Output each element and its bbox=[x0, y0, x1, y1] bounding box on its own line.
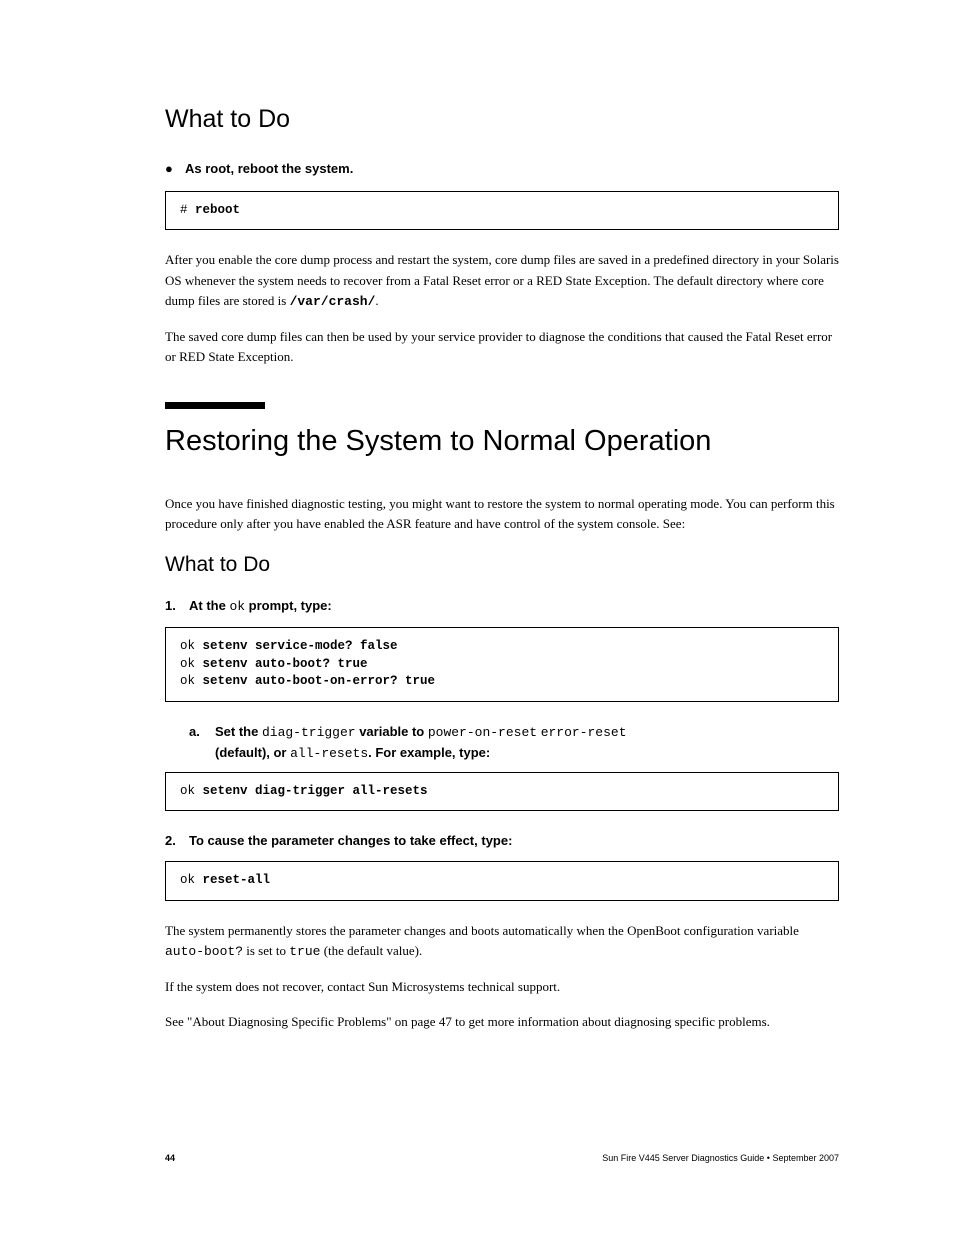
step-reboot: ● As root, reboot the system. bbox=[165, 159, 839, 179]
paragraph-contact-sun: If the system does not recover, contact … bbox=[165, 977, 839, 997]
code-box-reset-all: ok reset-all bbox=[165, 861, 839, 901]
step-number-2: 2. bbox=[165, 831, 179, 851]
paragraph-service-provider: The saved core dump files can then be us… bbox=[165, 327, 839, 367]
link-diagnosing[interactable]: "About Diagnosing Specific Problems" on … bbox=[187, 1014, 452, 1029]
step-2-text: To cause the parameter changes to take e… bbox=[189, 831, 512, 851]
cmd-reset-all: reset-all bbox=[203, 873, 271, 887]
cmd-auto-boot: setenv auto-boot? true bbox=[203, 657, 368, 671]
code-box-diag-trigger: ok setenv diag-trigger all-resets bbox=[165, 772, 839, 812]
section-restoring: Restoring the System to Normal Operation… bbox=[165, 419, 839, 1032]
cmd-diag-trigger: setenv diag-trigger all-resets bbox=[203, 784, 428, 798]
main-heading: Restoring the System to Normal Operation bbox=[165, 419, 839, 464]
code-box-setenv: ok setenv service-mode? false ok setenv … bbox=[165, 627, 839, 702]
page-footer: 44 Sun Fire V445 Server Diagnostics Guid… bbox=[165, 1152, 839, 1166]
paragraph-intro: Once you have finished diagnostic testin… bbox=[165, 494, 839, 534]
code-box-reboot: # reboot bbox=[165, 191, 839, 231]
section-what-to-do: What to Do ● As root, reboot the system.… bbox=[165, 100, 839, 367]
footer-title: Sun Fire V445 Server Diagnostics Guide •… bbox=[602, 1152, 839, 1166]
paragraph-stores-changes: The system permanently stores the parame… bbox=[165, 921, 839, 962]
step-1-text: At the ok prompt, type: bbox=[189, 596, 332, 617]
command-reboot: reboot bbox=[195, 203, 240, 217]
sub-heading: What to Do bbox=[165, 549, 839, 582]
cmd-auto-boot-error: setenv auto-boot-on-error? true bbox=[203, 674, 436, 688]
step-number-1: 1. bbox=[165, 596, 179, 617]
step-text: As root, reboot the system. bbox=[185, 159, 353, 179]
page-number: 44 bbox=[165, 1152, 175, 1166]
crash-path: /var/crash/ bbox=[290, 294, 376, 309]
cmd-service-mode: setenv service-mode? false bbox=[203, 639, 398, 653]
step-1: 1. At the ok prompt, type: bbox=[165, 596, 839, 617]
letter-a-text: Set the diag-trigger variable to power-o… bbox=[215, 722, 627, 764]
prompt: # bbox=[180, 203, 195, 217]
step-1a: a. Set the diag-trigger variable to powe… bbox=[189, 722, 839, 764]
bullet-icon: ● bbox=[165, 159, 173, 179]
ok-prompt: ok bbox=[229, 599, 245, 614]
paragraph-see-also: See "About Diagnosing Specific Problems"… bbox=[165, 1012, 839, 1032]
letter-a: a. bbox=[189, 722, 205, 764]
paragraph-coredump: After you enable the core dump process a… bbox=[165, 250, 839, 311]
section-title: What to Do bbox=[165, 100, 839, 139]
divider-bar bbox=[165, 402, 265, 409]
step-2: 2. To cause the parameter changes to tak… bbox=[165, 831, 839, 851]
